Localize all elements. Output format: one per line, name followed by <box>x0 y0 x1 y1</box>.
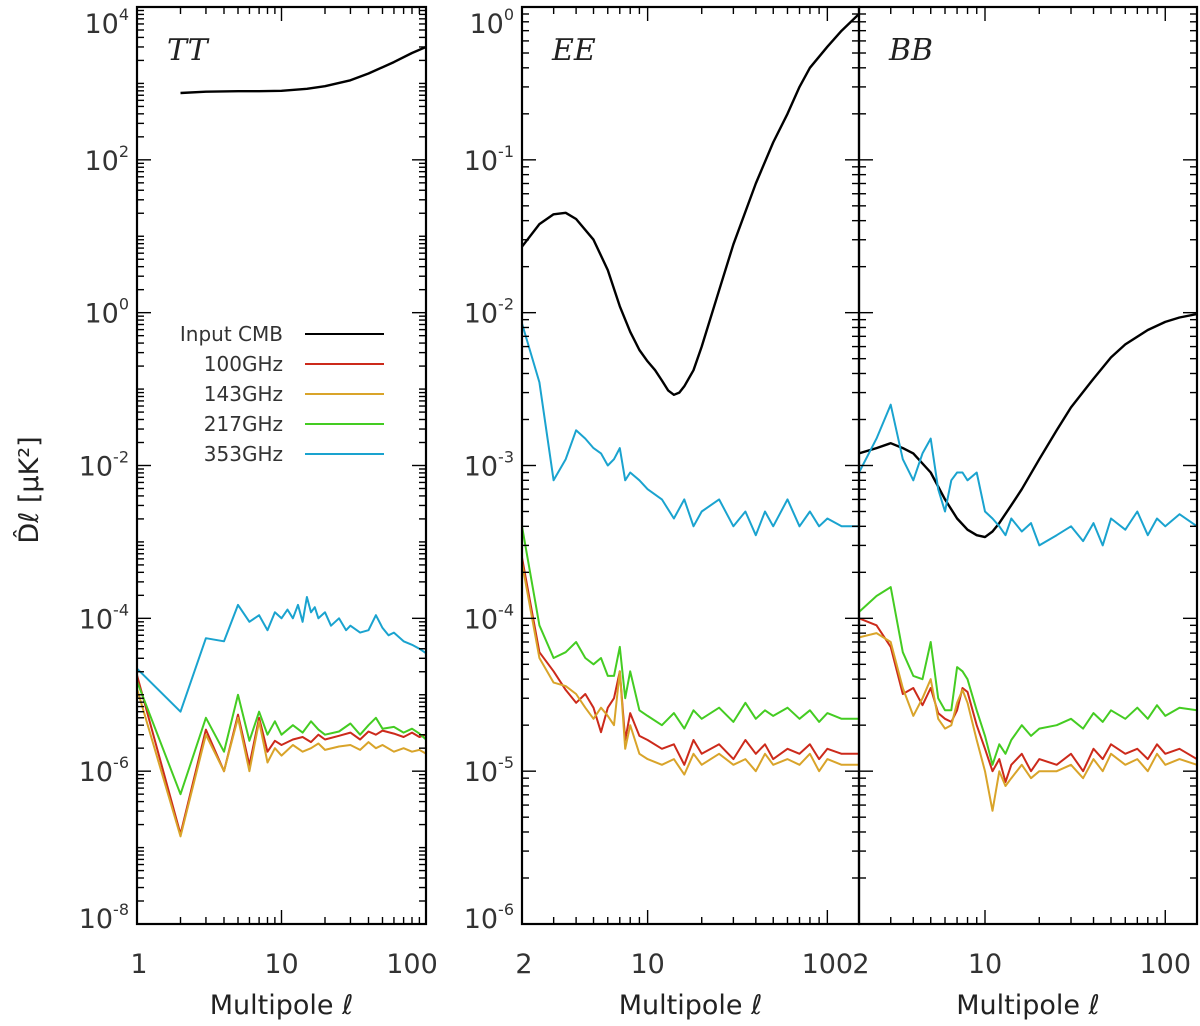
x-tick-label: 100 <box>386 949 438 980</box>
panels: 1 10 10010-810-610-410-2100102104TTMultipo… <box>79 5 1199 1021</box>
series-217ghz-tt <box>137 680 426 796</box>
y-tick-label: 10-4 <box>464 600 514 635</box>
y-tick-label: 10-1 <box>464 142 514 177</box>
x-tick-label: 1 <box>130 949 147 980</box>
plot-frame <box>857 5 1199 926</box>
y-tick-label: 102 <box>84 142 129 177</box>
series-143ghz-ee <box>522 562 859 776</box>
panel-tt: 1 10 100 10-8 10-6 10-4 10-2 100 102 104 TT Multipo… <box>79 5 438 1021</box>
x-axis-title: Multipole ℓ <box>619 990 763 1021</box>
legend-label: 143GHz <box>204 382 283 406</box>
panel-title: EE <box>551 33 596 68</box>
legend-label: 217GHz <box>204 412 283 436</box>
x-axis-title: Multipole ℓ <box>210 990 354 1021</box>
series-143ghz-bb <box>859 632 1197 812</box>
y-tick-label: 10-4 <box>79 600 129 635</box>
x-tick-label: 100 <box>802 949 854 980</box>
y-tick-label: 100 <box>84 295 129 330</box>
series-group <box>859 312 1197 812</box>
series-group <box>522 13 859 776</box>
legend: Input CMB 100GHz 143GHz 217GHz 353GHz <box>180 322 384 466</box>
plot-frame <box>520 5 861 926</box>
y-axis-title: D̂ℓ [μK²] <box>13 436 45 543</box>
y-tick-label: 104 <box>84 5 129 40</box>
y-tick-label: 10-6 <box>79 753 129 788</box>
y-tick-label: 100 <box>469 5 514 40</box>
series-217ghz-bb <box>859 586 1197 766</box>
y-tick-label: 10-2 <box>79 448 129 483</box>
x-tick-label: 10 <box>630 949 664 980</box>
series-353ghz-bb <box>859 403 1197 547</box>
series-input-cmb-ee <box>522 13 859 396</box>
panel-title: BB <box>888 33 933 68</box>
series-143ghz-tt <box>137 688 426 838</box>
x-tick-label: 2 <box>515 949 532 980</box>
y-tick-label: 10-2 <box>464 295 514 330</box>
y-tick-label: 10-8 <box>79 900 129 935</box>
series-353ghz-tt <box>137 596 426 713</box>
x-axis-title: Multipole ℓ <box>956 990 1100 1021</box>
series-input-cmb-tt <box>180 45 426 95</box>
panel-title: TT <box>167 33 210 68</box>
x-tick-label: 100 <box>1139 949 1191 980</box>
series-100ghz-ee <box>522 557 859 766</box>
series-217ghz-ee <box>522 526 859 730</box>
x-tick-label: 2 <box>852 949 869 980</box>
series-input-cmb-bb <box>859 312 1197 539</box>
x-tick-label: 10 <box>264 949 298 980</box>
legend-label: 353GHz <box>204 442 283 466</box>
panel-bb: 2 10 100 BB Multipole ℓ <box>852 5 1199 1021</box>
legend-label: Input CMB <box>180 322 283 346</box>
x-tick-label: 10 <box>968 949 1002 980</box>
series-group <box>137 45 426 838</box>
y-tick-label: 10-6 <box>464 900 514 935</box>
series-353ghz-ee <box>522 323 859 537</box>
legend-label: 100GHz <box>204 352 283 376</box>
panel-ee: 2 10 100 10-6 10-5 10-4 10-3 10-2 10-1 100 EE Multi… <box>464 5 861 1021</box>
series-100ghz-bb <box>859 617 1197 783</box>
y-tick-label: 10-5 <box>464 753 514 788</box>
y-tick-label: 10-3 <box>464 448 514 483</box>
